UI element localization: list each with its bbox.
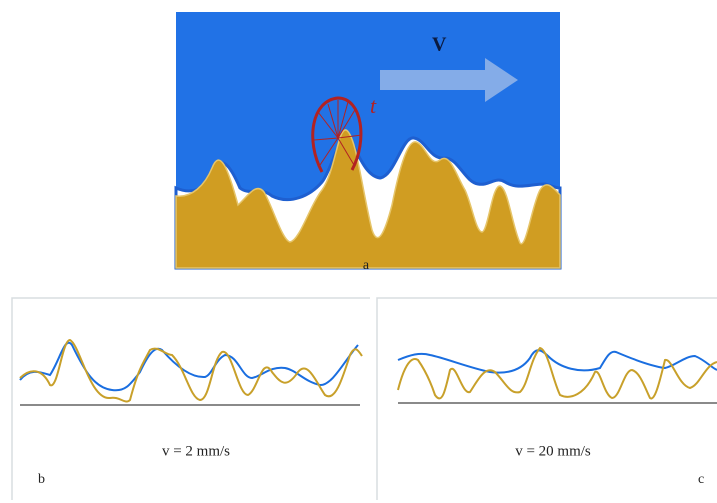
caption: a: [363, 258, 370, 273]
caption: b: [38, 472, 45, 487]
contact-line: [20, 343, 358, 391]
frame: [12, 298, 370, 500]
surface-profile: [20, 340, 362, 402]
traction-label: t: [370, 93, 377, 118]
panel-b: v = 2 mm/s b: [12, 298, 370, 500]
frame: [377, 298, 717, 500]
caption: c: [698, 472, 704, 487]
figure: V t a v = 2 mm/s b v = 20 mm/s c: [0, 0, 717, 503]
velocity-label: V: [432, 34, 447, 56]
surface-profile: [398, 348, 717, 398]
panel-a: V t a: [176, 12, 560, 273]
speed-label: v = 20 mm/s: [515, 443, 591, 459]
speed-label: v = 2 mm/s: [162, 443, 230, 459]
panel-c: v = 20 mm/s c: [377, 298, 717, 500]
